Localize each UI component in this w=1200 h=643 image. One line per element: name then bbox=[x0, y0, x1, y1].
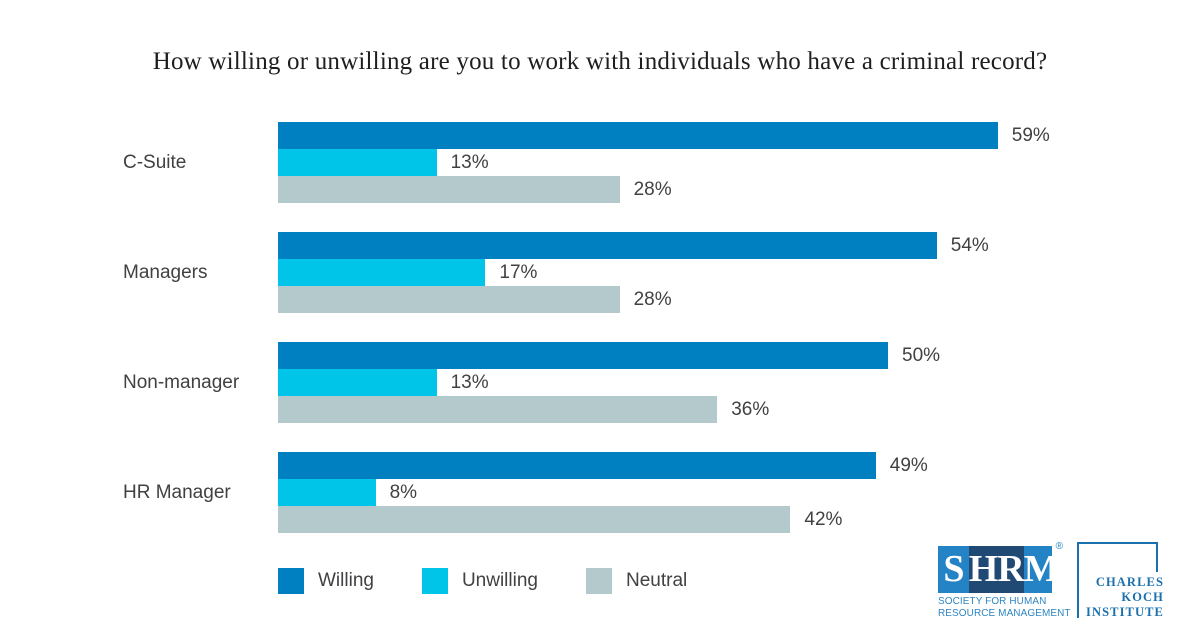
bar-value-label: 13% bbox=[450, 371, 489, 393]
legend-item-willing: Willing bbox=[278, 568, 374, 594]
bar-willing bbox=[278, 232, 937, 259]
legend-swatch bbox=[278, 568, 304, 594]
shrm-subtitle-line2: RESOURCE MANAGEMENT bbox=[938, 606, 1071, 619]
bar-stack: 50% 13% 36% bbox=[278, 342, 1010, 423]
bar-value-label: 13% bbox=[450, 151, 489, 173]
bar-row: 50% bbox=[278, 342, 1010, 369]
bar-neutral bbox=[278, 396, 718, 423]
bar-value-label: 17% bbox=[499, 261, 538, 283]
bar-row: 8% bbox=[278, 479, 1010, 506]
legend-label: Unwilling bbox=[461, 570, 538, 591]
bar-neutral bbox=[278, 286, 620, 313]
bar-unwilling bbox=[278, 369, 437, 396]
bar-stack: 49% 8% 42% bbox=[278, 452, 1010, 533]
category-group-managers: Managers 54% 17% 28% bbox=[0, 232, 1200, 313]
category-label: Managers bbox=[123, 261, 208, 283]
shrm-logo-box: S HR M ® bbox=[938, 541, 1063, 593]
bar-value-label: 28% bbox=[633, 178, 672, 200]
bar-value-label: 36% bbox=[731, 398, 770, 420]
bar-willing bbox=[278, 342, 888, 369]
koch-line-institute: INSTITUTE bbox=[1086, 605, 1164, 619]
bar-value-label: 28% bbox=[633, 288, 672, 310]
koch-frame-right-line bbox=[1156, 542, 1158, 572]
legend-swatch bbox=[421, 568, 448, 594]
bar-stack: 54% 17% 28% bbox=[278, 232, 1010, 313]
bar-value-label: 59% bbox=[1011, 124, 1050, 146]
bar-row: 36% bbox=[278, 396, 1010, 423]
bar-value-label: 42% bbox=[804, 508, 843, 530]
category-group-hr-manager: HR Manager 49% 8% 42% bbox=[0, 452, 1200, 533]
legend: Willing Unwilling Neutral bbox=[278, 568, 687, 594]
koch-line-koch: KOCH bbox=[1121, 590, 1164, 604]
bar-unwilling bbox=[278, 479, 376, 506]
bar-row: 17% bbox=[278, 259, 1010, 286]
bar-willing bbox=[278, 122, 998, 149]
chart-title: How willing or unwilling are you to work… bbox=[152, 48, 1048, 75]
category-group-non-manager: Non-manager 50% 13% 36% bbox=[0, 342, 1200, 423]
bar-row: 49% bbox=[278, 452, 1010, 479]
bar-neutral bbox=[278, 176, 620, 203]
koch-frame-top-line bbox=[1077, 542, 1158, 544]
koch-wordmark: CHARLES KOCH INSTITUTE bbox=[1086, 575, 1164, 620]
shrm-letter-m: M bbox=[1023, 548, 1060, 590]
bar-value-label: 49% bbox=[889, 454, 928, 476]
koch-frame-left-line bbox=[1077, 542, 1079, 618]
shrm-letters-hr: HR bbox=[968, 546, 1025, 593]
shrm-letter-s: S bbox=[943, 548, 964, 590]
bar-row: 13% bbox=[278, 149, 1010, 176]
category-label: Non-manager bbox=[123, 371, 240, 393]
registered-trademark-icon: ® bbox=[1055, 541, 1063, 552]
legend-label: Willing bbox=[318, 570, 374, 591]
shrm-logo: S HR M ® SOCIETY FOR HUMAN RESOURCE MANA… bbox=[938, 541, 1071, 619]
bar-row: 13% bbox=[278, 369, 1010, 396]
legend-item-neutral: Neutral bbox=[585, 568, 688, 594]
legend-item-unwilling: Unwilling bbox=[421, 568, 538, 594]
bar-row: 54% bbox=[278, 232, 1010, 259]
legend-label: Neutral bbox=[625, 570, 688, 591]
bar-value-label: 8% bbox=[389, 481, 418, 503]
bar-chart: C-Suite 59% 13% 28% Managers 54% 17% 28% Non-man… bbox=[0, 122, 1200, 562]
bar-unwilling bbox=[278, 149, 437, 176]
bar-row: 28% bbox=[278, 176, 1010, 203]
bar-willing bbox=[278, 452, 876, 479]
bar-stack: 59% 13% 28% bbox=[278, 122, 1050, 203]
bar-value-label: 50% bbox=[902, 344, 941, 366]
category-group-c-suite: C-Suite 59% 13% 28% bbox=[0, 122, 1200, 203]
bar-row: 28% bbox=[278, 286, 1010, 313]
shrm-subtitle-line1: SOCIETY FOR HUMAN bbox=[938, 595, 1047, 607]
bar-row: 42% bbox=[278, 506, 1010, 533]
legend-swatch bbox=[585, 568, 612, 594]
shrm-subtitle: SOCIETY FOR HUMAN RESOURCE MANAGEMENT bbox=[938, 595, 1071, 619]
charles-koch-institute-logo: CHARLES KOCH INSTITUTE bbox=[1077, 542, 1163, 620]
koch-line-charles: CHARLES bbox=[1095, 575, 1164, 589]
bar-neutral bbox=[278, 506, 791, 533]
category-label: C-Suite bbox=[123, 151, 187, 173]
bar-unwilling bbox=[278, 259, 486, 286]
bar-row: 59% bbox=[278, 122, 1050, 149]
category-label: HR Manager bbox=[123, 481, 231, 503]
bar-value-label: 54% bbox=[950, 234, 989, 256]
